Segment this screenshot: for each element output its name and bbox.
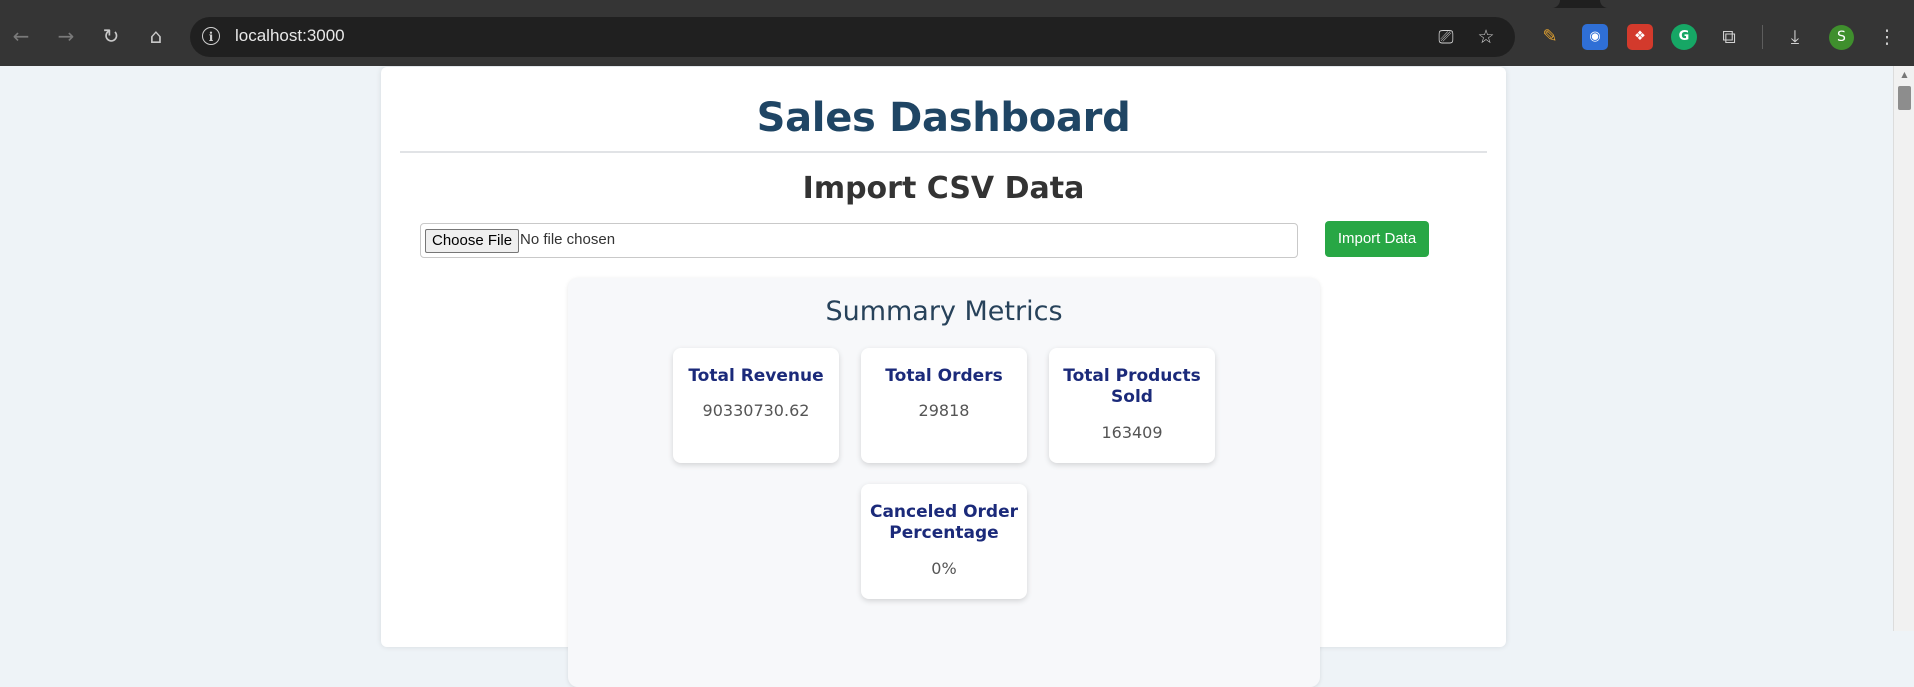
metric-label: Total Orders bbox=[885, 366, 1003, 386]
home-icon[interactable]: ⌂ bbox=[149, 24, 163, 48]
metric-value: 29818 bbox=[918, 401, 970, 420]
extensions-puzzle-icon[interactable]: ⧉ bbox=[1722, 26, 1736, 48]
back-arrow-icon[interactable]: ← bbox=[12, 24, 30, 48]
browser-toolbar: ← → ↻ ⌂ i localhost:3000 ⎚ ☆ ✎ ◉ ❖ G ⧉ ⤓… bbox=[0, 0, 1914, 66]
extension-screen-icon[interactable]: ◉ bbox=[1582, 24, 1608, 50]
metric-card-total-revenue: Total Revenue 90330730.62 bbox=[673, 348, 839, 463]
bookmark-star-icon[interactable]: ☆ bbox=[1477, 26, 1495, 48]
metric-card-total-orders: Total Orders 29818 bbox=[861, 348, 1027, 463]
reload-icon[interactable]: ↻ bbox=[102, 24, 120, 48]
metric-label: Canceled Order Percentage bbox=[869, 502, 1019, 543]
site-info-icon[interactable]: i bbox=[202, 27, 220, 45]
extension-red-icon[interactable]: ❖ bbox=[1627, 24, 1653, 50]
active-tab[interactable] bbox=[0, 0, 1560, 8]
file-status-text: No file chosen bbox=[520, 231, 616, 248]
choose-file-button[interactable]: Choose File bbox=[425, 229, 520, 253]
import-section-title: Import CSV Data bbox=[802, 171, 1085, 206]
forward-arrow-icon[interactable]: → bbox=[57, 24, 75, 48]
csv-file-input[interactable]: Choose File No file chosen bbox=[420, 223, 1298, 258]
toolbar-separator bbox=[1762, 25, 1763, 49]
kebab-menu-icon[interactable]: ⋮ bbox=[1877, 26, 1897, 48]
metric-value: 90330730.62 bbox=[702, 401, 810, 420]
inactive-tab[interactable] bbox=[1600, 0, 1914, 8]
scroll-up-icon[interactable]: ▲ bbox=[1901, 70, 1908, 79]
metric-value: 163409 bbox=[1101, 423, 1163, 442]
summary-metrics-section: Summary Metrics Total Revenue 90330730.6… bbox=[568, 278, 1320, 687]
download-icon[interactable]: ⤓ bbox=[1790, 26, 1800, 48]
page-title: Sales Dashboard bbox=[756, 95, 1131, 141]
install-app-icon[interactable]: ⎚ bbox=[1438, 26, 1454, 48]
metric-label: Total Products Sold bbox=[1063, 366, 1201, 407]
import-data-button[interactable]: Import Data bbox=[1325, 221, 1429, 257]
scroll-thumb[interactable] bbox=[1898, 86, 1911, 110]
metric-value: 0% bbox=[931, 559, 957, 578]
summary-title: Summary Metrics bbox=[825, 296, 1063, 327]
address-bar[interactable] bbox=[190, 17, 1515, 57]
extension-pen-icon[interactable]: ✎ bbox=[1542, 26, 1558, 47]
metric-label: Total Revenue bbox=[688, 366, 824, 386]
grammarly-icon[interactable]: G bbox=[1671, 24, 1697, 50]
dashboard-panel: Sales Dashboard Import CSV Data Choose F… bbox=[381, 67, 1506, 687]
title-divider bbox=[400, 151, 1487, 153]
profile-avatar[interactable]: S bbox=[1829, 25, 1854, 50]
page-scrollbar[interactable]: ▲ bbox=[1893, 66, 1914, 631]
address-url[interactable]: localhost:3000 bbox=[235, 26, 345, 45]
metric-card-total-products-sold: Total Products Sold 163409 bbox=[1049, 348, 1215, 463]
metric-card-canceled-order-percentage: Canceled Order Percentage 0% bbox=[861, 484, 1027, 599]
